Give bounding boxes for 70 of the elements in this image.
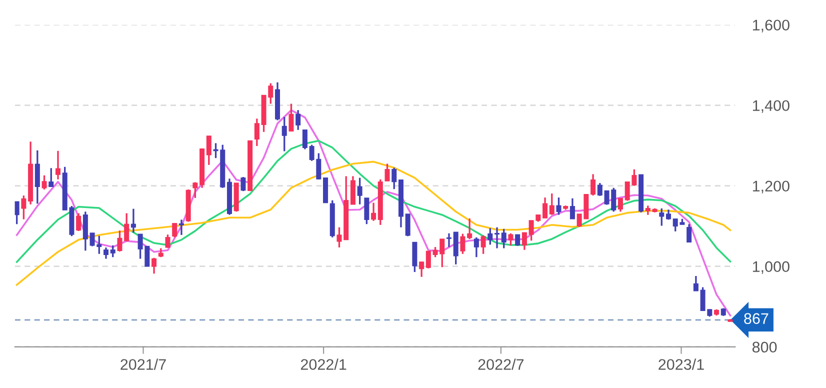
line-series xyxy=(16,109,732,316)
candlestick xyxy=(686,223,692,244)
candlestick xyxy=(371,202,376,222)
candlestick xyxy=(21,194,26,220)
x-tick-label: 2021/7 xyxy=(120,358,166,370)
x-tick-label: 2022/7 xyxy=(478,358,524,370)
candlestick xyxy=(494,226,500,250)
candlestick xyxy=(659,208,664,227)
x-tick-label: 2022/1 xyxy=(300,358,346,370)
candlestick xyxy=(55,150,60,180)
candlestick xyxy=(165,234,170,249)
candlestick xyxy=(474,236,479,258)
candlestick xyxy=(453,231,458,266)
ref-line-label: 867 xyxy=(744,313,768,324)
candlestick xyxy=(522,232,527,251)
candlestick xyxy=(515,234,520,247)
candlestick xyxy=(302,129,308,150)
candlestick xyxy=(296,109,301,131)
candlestick xyxy=(488,227,493,246)
candlestick xyxy=(34,150,40,204)
candlestick xyxy=(419,260,424,278)
candlestick xyxy=(48,167,54,188)
candlestick xyxy=(172,222,178,238)
candlestick xyxy=(152,257,157,274)
candlestick xyxy=(570,197,575,220)
y-tick-label: 1,200 xyxy=(752,180,790,194)
candlestick xyxy=(597,182,602,197)
candlestick xyxy=(645,204,650,216)
candlestick xyxy=(110,244,116,258)
candlestick xyxy=(467,218,472,240)
candlestick xyxy=(42,174,47,190)
candlestick xyxy=(556,196,562,216)
y-tick-label: 800 xyxy=(752,342,777,353)
candlestick xyxy=(542,196,548,219)
candlestick xyxy=(357,176,362,206)
candlestick xyxy=(666,208,672,220)
candlestick xyxy=(254,118,260,147)
candlestick xyxy=(460,232,466,255)
y-tick-label: 1,000 xyxy=(752,261,790,274)
candlestick xyxy=(549,192,554,216)
candlestick xyxy=(405,213,410,238)
y-tick-label: 1,400 xyxy=(752,100,790,113)
candlestick xyxy=(590,173,596,196)
candlestick xyxy=(412,241,418,273)
candlestick xyxy=(240,176,246,192)
candlestick xyxy=(392,166,397,190)
candlestick xyxy=(336,226,342,248)
candlestick xyxy=(14,200,20,225)
y-tick-label: 1,600 xyxy=(752,20,790,32)
candlestick xyxy=(364,197,370,225)
candlestick xyxy=(76,212,82,232)
candlestick xyxy=(693,275,698,292)
candlestick xyxy=(192,181,198,199)
candlestick xyxy=(618,197,623,212)
candlestick xyxy=(480,234,486,255)
x-tick-label: 2023/1 xyxy=(658,358,704,370)
candlestick xyxy=(124,212,130,242)
candlestick xyxy=(288,102,294,132)
candlestick xyxy=(117,230,122,252)
candlestick xyxy=(384,162,390,182)
candlestick xyxy=(282,116,287,152)
candlestick xyxy=(350,175,356,206)
line-series xyxy=(16,160,732,286)
candlestick xyxy=(206,135,212,166)
candlestick xyxy=(446,232,452,248)
candlestick xyxy=(501,228,506,250)
candlestick xyxy=(508,232,514,246)
candlestick xyxy=(104,246,109,260)
candlestick xyxy=(130,208,136,234)
candlestick xyxy=(426,250,431,270)
